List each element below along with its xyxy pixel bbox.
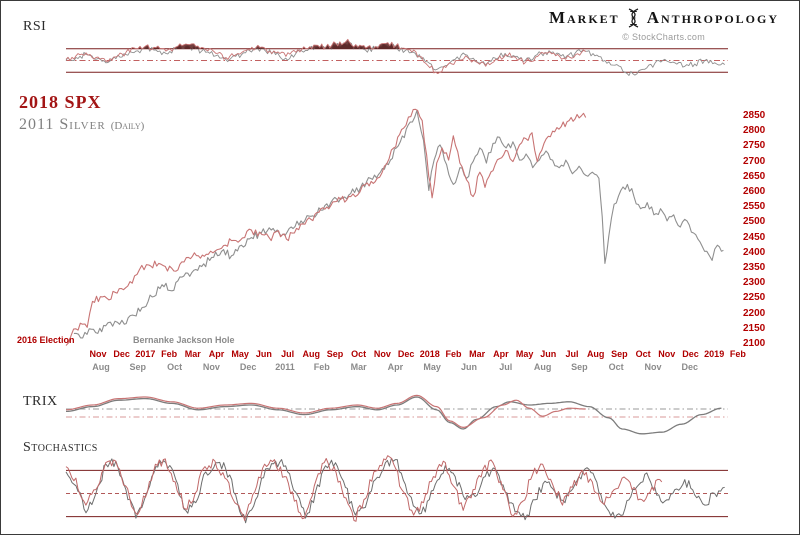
price-axis-label: 2150 (743, 323, 766, 334)
x-axis-month-red: Oct (635, 349, 651, 359)
spx-2018-rsi-line (65, 38, 586, 75)
x-axis-month-gray: May (423, 362, 441, 372)
price-axis-label: 2250 (743, 292, 766, 303)
x-axis-month-red: 2017 (135, 349, 156, 359)
x-axis-month-red: Sep (611, 349, 628, 359)
spx-2018-trix-line (65, 394, 586, 428)
x-axis-month-red: Nov (89, 349, 107, 359)
x-axis-month-gray: 2011 (275, 362, 295, 372)
price-axis-label: 2750 (743, 140, 766, 151)
brand-logo: Market Anthropology (549, 8, 779, 28)
brand-anthropology-text: Anthropology (646, 8, 779, 27)
price-axis-label: 2500 (743, 216, 766, 227)
x-axis-month-gray: Mar (350, 362, 367, 372)
x-axis-month-red: Feb (161, 349, 178, 359)
silver-2011-rescaled-line (73, 109, 724, 339)
x-axis-month-gray: Dec (239, 362, 257, 372)
x-axis-month-red: May (515, 349, 534, 359)
x-axis-month-red: Oct (351, 349, 367, 359)
x-axis-month-gray: Jun (460, 362, 478, 372)
x-axis-month-red: Jul (281, 349, 295, 359)
x-axis-month-gray: Aug (92, 362, 110, 372)
x-axis-month-red: Dec (682, 349, 699, 359)
x-axis-month-red: Apr (493, 349, 509, 359)
x-axis-month-red: Sep (326, 349, 344, 359)
x-axis-month-gray: Nov (202, 362, 220, 372)
x-axis-month-red: Feb (445, 349, 462, 359)
trix-panel-label: TRIX (23, 394, 58, 409)
price-axis-label: 2400 (743, 247, 766, 258)
x-axis-month-red: 2018 (419, 349, 440, 359)
chart-title-spx: 2018 SPX (19, 92, 102, 112)
chart-title-silver-text: 2011 Silver (19, 116, 106, 133)
brand-market-text: Market (548, 8, 620, 27)
x-axis-month-red: Dec (397, 349, 415, 359)
dna-icon (628, 8, 638, 28)
price-axis-label: 2450 (743, 232, 766, 243)
x-axis-month-gray: Dec (681, 362, 699, 372)
x-axis-month-red: Aug (302, 349, 321, 359)
x-axis-month-red: Apr (208, 349, 225, 359)
silver-2011-stoch-line (65, 457, 725, 524)
price-axis-label: 2600 (743, 186, 766, 197)
x-axis-month-red: Mar (184, 349, 201, 359)
price-axis-label: 2850 (743, 110, 766, 121)
x-axis-month-red: Jun (255, 349, 272, 359)
x-axis-month-red: 2019 (704, 349, 725, 359)
x-axis-month-red: Nov (373, 349, 391, 359)
x-axis-month-red: Aug (586, 349, 605, 359)
price-axis-label: 2800 (743, 125, 766, 136)
x-axis-month-red: Mar (469, 349, 486, 359)
x-axis-month-gray: Sep (129, 362, 147, 372)
x-axis-month-gray: Oct (608, 362, 624, 372)
chart-title-silver: 2011 Silver (Daily) (19, 116, 144, 134)
price-axis-label: 2350 (743, 262, 766, 273)
price-axis-label: 2650 (743, 171, 766, 182)
x-axis-month-red: May (231, 349, 249, 359)
silver-2011-trix-line (65, 396, 722, 435)
x-axis-month-red: Jul (565, 349, 579, 359)
x-axis-month-red: Jun (540, 349, 557, 359)
x-axis-month-gray: Jul (499, 362, 513, 372)
annotation-bernanke-jackson-hole: Bernanke Jackson Hole (133, 335, 235, 345)
spx-2018-stoch-line (65, 455, 663, 522)
rsi-panel-label: RSI (23, 19, 47, 34)
x-axis-month-gray: Nov (644, 362, 662, 372)
chart-title-daily-suffix: (Daily) (110, 120, 145, 132)
x-axis-month-gray: Sep (571, 362, 588, 372)
price-axis-label: 2300 (743, 277, 766, 288)
price-axis-label: 2700 (743, 156, 766, 167)
annotation-2016-election: 2016 Election (17, 335, 75, 345)
x-axis-month-gray: Apr (387, 362, 404, 372)
stochastics-panel-label: Stochastics (23, 440, 98, 455)
x-axis-month-red: Feb (729, 349, 746, 359)
x-axis-month-gray: Oct (167, 362, 183, 372)
stockcharts-credit: © StockCharts.com (622, 32, 705, 42)
price-axis-label: 2100 (743, 338, 766, 349)
price-axis-label: 2200 (743, 308, 766, 319)
spx-2018-line (65, 108, 587, 346)
x-axis-month-red: Nov (658, 349, 676, 359)
x-axis-month-gray: Aug (533, 362, 552, 372)
price-axis-label: 2550 (743, 201, 766, 212)
x-axis-month-gray: Feb (313, 362, 330, 372)
x-axis-month-red: Dec (113, 349, 130, 359)
